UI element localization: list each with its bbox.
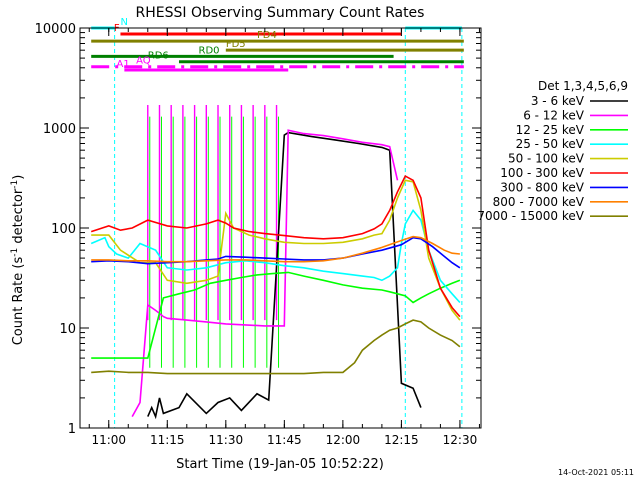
legend-entry-label: 3 - 6 keV bbox=[531, 94, 585, 108]
x-tick-label: 12:00 bbox=[326, 433, 361, 447]
series-line bbox=[91, 319, 461, 375]
y-tick-label: 1000 bbox=[43, 122, 76, 137]
x-tick-label: 11:45 bbox=[267, 433, 302, 447]
flag-label: FD4 bbox=[257, 30, 277, 41]
legend-entry-label: 800 - 7000 keV bbox=[493, 195, 585, 209]
series-line bbox=[91, 179, 461, 321]
x-tick-label: 11:15 bbox=[150, 433, 185, 447]
series-line bbox=[91, 271, 461, 359]
legend-title: Det 1,3,4,5,6,9 bbox=[538, 79, 628, 93]
legend-entry-label: 7000 - 15000 keV bbox=[477, 209, 584, 223]
flag-label: N bbox=[120, 17, 127, 28]
legend-entry-label: 50 - 100 keV bbox=[508, 152, 585, 166]
chart-title: RHESSI Observing Summary Count Rates bbox=[136, 5, 425, 21]
legend-entry-label: 300 - 800 keV bbox=[500, 180, 584, 194]
axes: 11:00 11:15 11:30 11:45 12:00 12:15 12:30 1 10 10… bbox=[35, 22, 482, 447]
x-tick-label: 11:30 bbox=[209, 433, 244, 447]
series-line bbox=[147, 131, 422, 420]
x-tick-label: 11:00 bbox=[91, 433, 126, 447]
flag-label: A1 bbox=[117, 59, 130, 70]
y-axis-label: Count Rate (s-1 detector-1) bbox=[10, 175, 26, 346]
x-axis-label: Start Time (19-Jan-05 10:52:22) bbox=[176, 457, 384, 472]
flag-label: RD0 bbox=[199, 45, 220, 56]
flag-label: FD5 bbox=[226, 39, 246, 50]
y-tick-label: 10000 bbox=[35, 22, 76, 37]
flag-label: RD6 bbox=[148, 51, 169, 62]
legend-entry-label: 6 - 12 keV bbox=[523, 108, 585, 122]
flag-label: F bbox=[114, 23, 120, 34]
series-line bbox=[91, 236, 461, 269]
series-line bbox=[90, 208, 461, 304]
y-tick-label: 100 bbox=[51, 222, 76, 237]
series-layer bbox=[90, 104, 461, 420]
x-tick-label: 12:30 bbox=[443, 433, 478, 447]
series-line bbox=[90, 175, 461, 318]
x-tick-label: 12:15 bbox=[384, 433, 419, 447]
series-line bbox=[91, 235, 460, 263]
series-line bbox=[131, 129, 399, 417]
y-tick-label: 10 bbox=[59, 322, 76, 337]
legend-entry-label: 12 - 25 keV bbox=[516, 123, 585, 137]
date-stamp: 14-Oct-2021 05:11 bbox=[558, 468, 634, 477]
flag-label: AQ bbox=[136, 56, 151, 67]
legend-entry-label: 100 - 300 keV bbox=[500, 166, 584, 180]
y-tick-label: 1 bbox=[68, 422, 76, 437]
legend-entry-label: 25 - 50 keV bbox=[516, 137, 585, 151]
